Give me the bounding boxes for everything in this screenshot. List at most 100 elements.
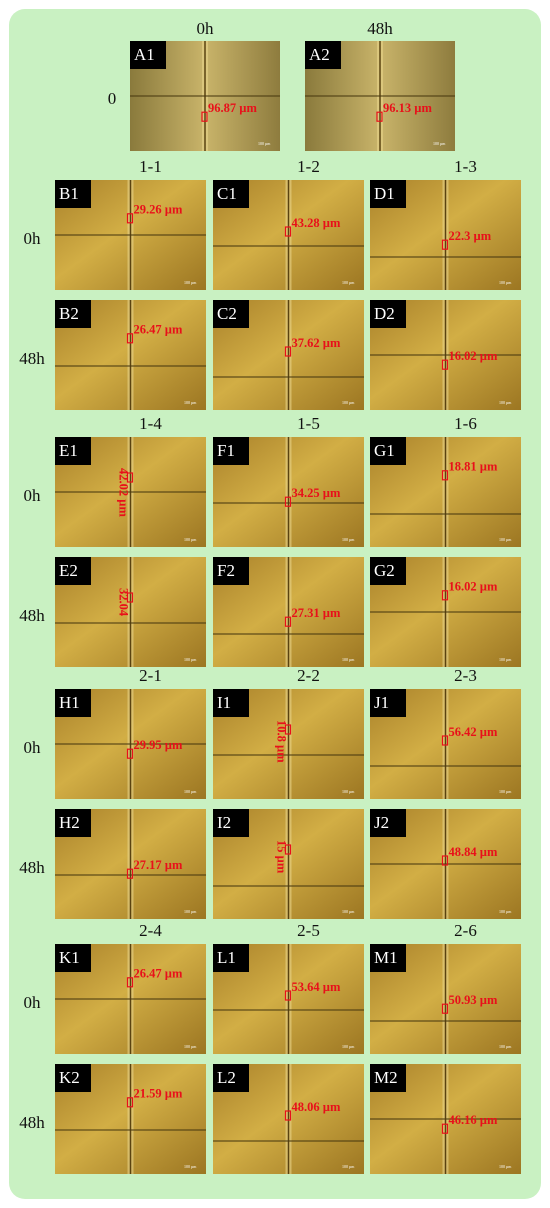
micrograph-panel: H1 29.95 µm 100 µm	[55, 689, 206, 799]
scale-bar-label: 100 µm	[184, 909, 197, 914]
row-label: 48h	[19, 1113, 45, 1132]
panel-label: E2	[59, 561, 78, 580]
micrograph-panel: K2 21.59 µm 100 µm	[55, 1064, 206, 1174]
scale-bar-label: 100 µm	[342, 280, 355, 285]
micrograph-panel: B2 26.47 µm 100 µm	[55, 300, 206, 410]
column-header: 2-6	[454, 921, 477, 940]
measurement: 27.17 µm	[134, 858, 183, 872]
scale-bar-label: 100 µm	[499, 789, 512, 794]
column-header: 1-4	[139, 414, 162, 433]
scale-bar-label: 100 µm	[184, 1044, 197, 1049]
measure-bracket	[126, 748, 134, 759]
scale-bar-label: 100 µm	[499, 1044, 512, 1049]
measure-bracket	[284, 1110, 292, 1121]
micrograph-panel: K1 26.47 µm 100 µm	[55, 944, 206, 1054]
scale-bar-label: 100 µm	[342, 1044, 355, 1049]
label-box	[55, 689, 91, 717]
row-label: 48h	[19, 349, 45, 368]
scale-bar-label: 100 µm	[499, 657, 512, 662]
panel-label: J1	[374, 693, 389, 712]
column-header: 48h	[367, 19, 393, 38]
measurement: 42.02 µm	[117, 468, 131, 517]
label-box	[213, 300, 249, 328]
panel-label: A2	[309, 45, 330, 64]
scale-bar-label: 100 µm	[342, 909, 355, 914]
micrograph-panel: G2 16.02 µm 100 µm	[370, 557, 521, 667]
measurement: 27.31 µm	[292, 606, 341, 620]
micrograph-panel: H2 27.17 µm 100 µm	[55, 809, 206, 919]
scale-bar-label: 100 µm	[499, 537, 512, 542]
micrograph-panel: J2 48.84 µm 100 µm	[370, 809, 521, 919]
measurement: 48.06 µm	[292, 1100, 341, 1114]
scale-bar-label: 100 µm	[499, 400, 512, 405]
measure-bracket	[284, 990, 292, 1001]
row-label: 0h	[24, 738, 42, 757]
micrograph-panel: F2 27.31 µm 100 µm	[213, 557, 364, 667]
row-label: 48h	[19, 606, 45, 625]
panel-label: M1	[374, 948, 398, 967]
measure-bracket	[284, 346, 292, 357]
label-box	[213, 944, 249, 972]
panel-label: L2	[217, 1068, 236, 1087]
scale-bar-label: 100 µm	[342, 1164, 355, 1169]
measure-bracket	[126, 213, 134, 224]
measure-bracket	[126, 333, 134, 344]
scale-bar-label: 100 µm	[499, 1164, 512, 1169]
micrograph-panel: C1 43.28 µm 100 µm	[213, 180, 364, 290]
measure-bracket	[441, 239, 449, 250]
measurement: 26.47 µm	[134, 967, 183, 981]
label-box	[213, 689, 249, 717]
column-header: 1-2	[297, 157, 320, 176]
label-box	[55, 1064, 91, 1092]
label-box	[213, 437, 249, 465]
measurement: 21.59 µm	[134, 1087, 183, 1101]
panel-label: I2	[217, 813, 231, 832]
measurement: 10.8 µm	[275, 720, 289, 763]
panel-label: K2	[59, 1068, 80, 1087]
measure-bracket	[441, 590, 449, 601]
label-box	[213, 809, 249, 837]
micrograph-panel: E2 32.04 100 µm	[55, 557, 206, 667]
micrograph-panel: B1 29.26 µm 100 µm	[55, 180, 206, 290]
panel-label: G1	[374, 441, 395, 460]
scale-bar-label: 100 µm	[342, 789, 355, 794]
micrograph-panel: I2 15 µm 100 µm	[213, 809, 364, 919]
micrograph-panel: I1 10.8 µm 100 µm	[213, 689, 364, 799]
panel-label: L1	[217, 948, 236, 967]
column-header: 1-1	[139, 157, 162, 176]
label-box	[305, 41, 341, 69]
label-box	[55, 437, 91, 465]
micrograph-panel: D1 22.3 µm 100 µm	[370, 180, 521, 290]
micrograph-panel: A1 96.87 µm 100 µm	[130, 41, 280, 151]
panel-label: H1	[59, 693, 80, 712]
column-header: 1-6	[454, 414, 477, 433]
measure-bracket	[284, 616, 292, 627]
measurement: 16.02 µm	[449, 580, 498, 594]
measurement: 50.93 µm	[449, 993, 498, 1007]
label-box	[370, 557, 406, 585]
panel-label: I1	[217, 693, 231, 712]
label-box	[370, 689, 406, 717]
measurement: 53.64 µm	[292, 980, 341, 994]
measure-bracket	[441, 1123, 449, 1134]
measurement: 56.42 µm	[449, 725, 498, 739]
panel-label: B2	[59, 304, 79, 323]
panel-label: E1	[59, 441, 78, 460]
row-label: 0h	[24, 993, 42, 1012]
measure-bracket	[284, 226, 292, 237]
scale-bar-label: 100 µm	[184, 789, 197, 794]
measure-bracket	[376, 111, 383, 122]
micrograph-panel: D2 16.02 µm 100 µm	[370, 300, 521, 410]
measurement: 43.28 µm	[292, 216, 341, 230]
column-header: 2-5	[297, 921, 320, 940]
measure-bracket	[126, 592, 134, 603]
panel-label: C1	[217, 184, 237, 203]
micrograph-panel: C2 37.62 µm 100 µm	[213, 300, 364, 410]
label-box	[55, 944, 91, 972]
panel-label: C2	[217, 304, 237, 323]
label-box	[213, 1064, 249, 1092]
measurement: 34.25 µm	[292, 486, 341, 500]
scale-bar-label: 100 µm	[499, 909, 512, 914]
scale-bar-label: 100 µm	[433, 141, 446, 146]
